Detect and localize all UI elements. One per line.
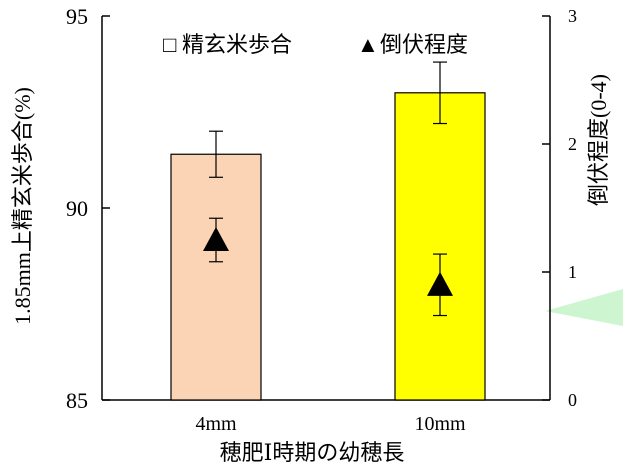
legend-label-marker: 倒伏程度: [380, 32, 468, 57]
y2-tick-label: 0: [568, 390, 577, 410]
legend-item-marker: ▲: [357, 32, 379, 57]
y-axis-title: 1.85mm上精玄米歩合(%): [10, 87, 35, 325]
y-tick-label: 95: [66, 4, 88, 29]
y-tick-label: 85: [66, 388, 88, 413]
bar: [171, 154, 261, 400]
x-axis-title: 穂肥Ⅰ時期の幼穂長: [220, 440, 405, 465]
y2-axis-title: 倒伏程度(0-4): [586, 74, 611, 206]
legend: □ 精玄米歩合 ▲ 倒伏程度: [163, 32, 468, 57]
callout-layer: [545, 289, 623, 326]
legend-label-bar: 精玄米歩合: [182, 32, 292, 57]
labels: 85 90 95 0 1 2 3 4mm 10mm: [66, 4, 577, 435]
bar: [395, 93, 485, 400]
y-tick-label: 90: [66, 196, 88, 221]
callout-wedge: [545, 289, 623, 326]
x-tick-label: 4mm: [195, 413, 237, 435]
y2-tick-label: 3: [568, 6, 577, 26]
y2-tick-label: 2: [568, 134, 577, 154]
legend-item-bar: □: [163, 32, 176, 57]
x-tick-label: 10mm: [414, 413, 466, 435]
y2-tick-label: 1: [568, 262, 577, 282]
